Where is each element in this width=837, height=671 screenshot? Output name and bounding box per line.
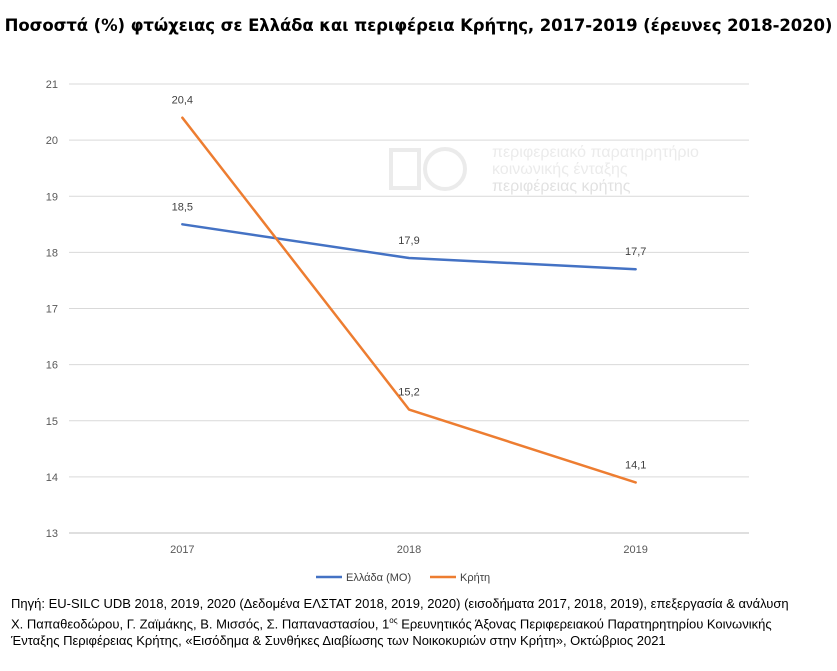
watermark-logo: περιφερειακό παρατηρητήριο κοινωνικής έν… [389, 144, 699, 195]
data-label: 17,7 [625, 246, 646, 258]
gridlines [69, 83, 749, 534]
source-note: Πηγή: EU-SILC UDB 2018, 2019, 2020 (Δεδο… [11, 595, 831, 649]
source-line-2: Χ. Παπαθεοδώρου, Γ. Ζαϊμάκης, Β. Μισσός,… [11, 612, 831, 632]
x-tick-label: 2019 [623, 544, 647, 556]
source-line-2-superscript: ος [389, 616, 398, 625]
source-line-2-start: Χ. Παπαθεοδώρου, Γ. Ζαϊμάκης, Β. Μισσός,… [11, 616, 390, 632]
y-tick-label: 21 [46, 79, 58, 91]
watermark-line-2: κοινωνικής ένταξης [492, 161, 628, 178]
source-line-3: Ένταξης Περιφέρειας Κρήτης, «Εισόδημα & … [11, 633, 666, 649]
data-labels: 18,5 17,9 17,7 20,4 15,2 14,1 [172, 95, 647, 472]
source-line-1: Πηγή: EU-SILC UDB 2018, 2019, 2020 (Δεδο… [11, 596, 789, 611]
x-tick-label: 2017 [170, 544, 194, 556]
line-chart: 13 14 15 16 17 18 19 20 21 2017 2018 2019 περιφερε… [46, 79, 749, 584]
y-tick-label: 18 [46, 247, 58, 259]
y-tick-label: 20 [46, 135, 58, 147]
x-axis-ticks: 2017 2018 2019 [170, 544, 648, 556]
y-tick-label: 15 [46, 416, 58, 428]
data-label: 18,5 [172, 201, 193, 213]
legend-label-2: Κρήτη [460, 572, 490, 584]
source-line-2-end: Ερευνητικός Άξονας Περιφερειακού Παρατηρ… [397, 616, 772, 632]
data-label: 14,1 [625, 459, 646, 471]
data-label: 17,9 [398, 235, 419, 247]
x-tick-label: 2018 [397, 544, 421, 556]
legend: Ελλάδα (ΜΟ) Κρήτη [316, 572, 490, 584]
watermark-line-3: περιφέρειας κρήτης [492, 178, 631, 195]
y-tick-label: 16 [46, 360, 58, 372]
y-tick-label: 17 [46, 304, 58, 316]
chart-title: Ποσοστά (%) φτώχειας σε Ελλάδα και περιφ… [4, 16, 833, 35]
legend-label-1: Ελλάδα (ΜΟ) [346, 572, 411, 584]
data-label: 15,2 [398, 387, 419, 399]
y-axis-ticks: 13 14 15 16 17 18 19 20 21 [46, 79, 58, 540]
y-tick-label: 13 [46, 528, 58, 540]
y-tick-label: 19 [46, 191, 58, 203]
y-tick-label: 14 [46, 472, 58, 484]
data-label: 20,4 [172, 95, 193, 107]
watermark-line-1: περιφερειακό παρατηρητήριο [492, 144, 699, 161]
series-lines [181, 116, 637, 484]
